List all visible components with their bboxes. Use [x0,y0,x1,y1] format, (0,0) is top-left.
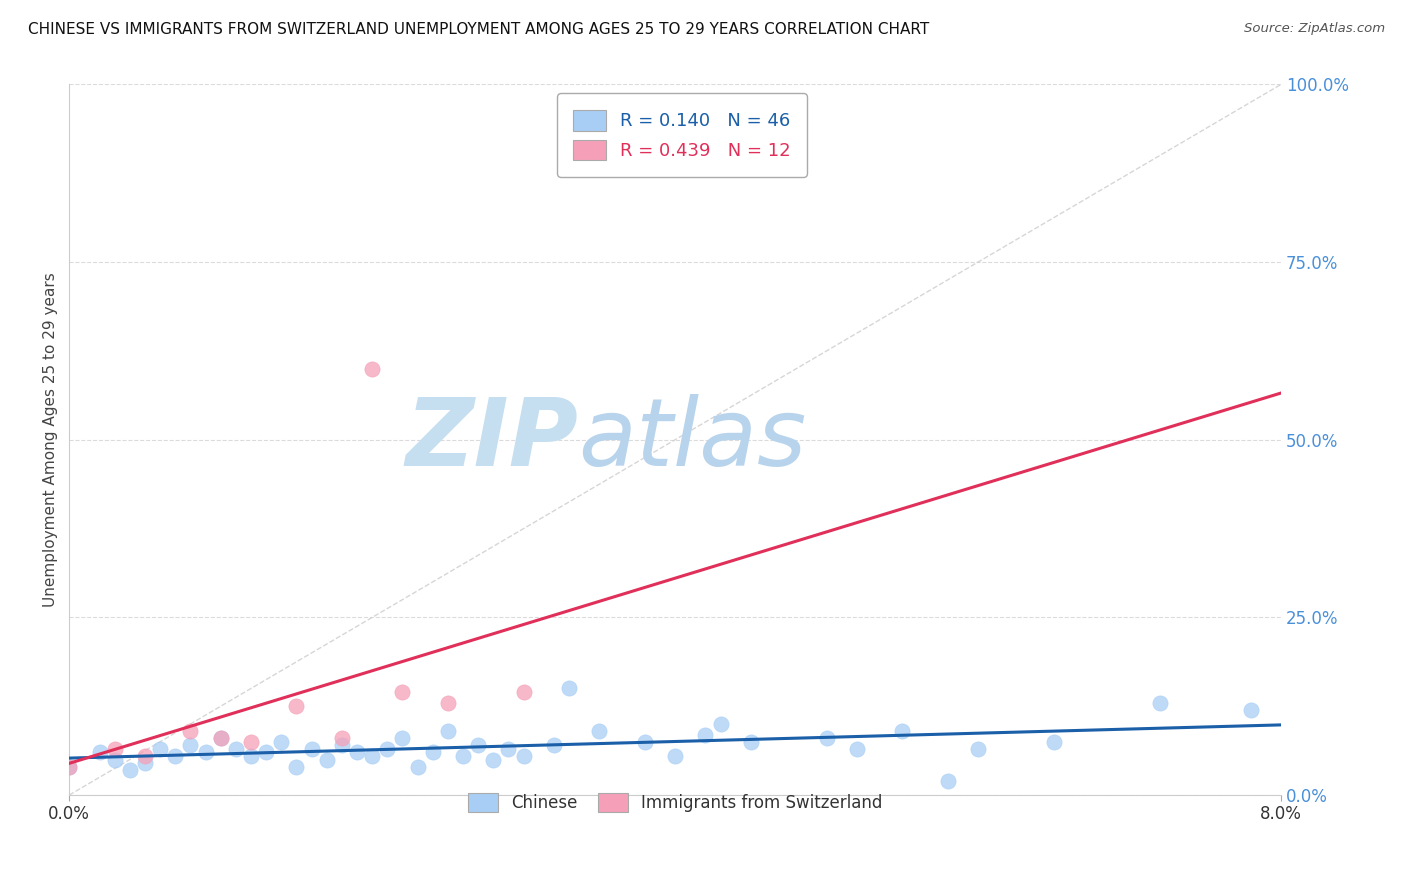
Point [134,756,156,770]
Text: CHINESE VS IMMIGRANTS FROM SWITZERLAND UNEMPLOYMENT AMONG AGES 25 TO 29 YEARS CO: CHINESE VS IMMIGRANTS FROM SWITZERLAND U… [28,22,929,37]
Point [891,724,914,739]
Point [634,735,657,749]
Text: Source: ZipAtlas.com: Source: ZipAtlas.com [1244,22,1385,36]
Legend: Chinese, Immigrants from Switzerland: Chinese, Immigrants from Switzerland [458,783,893,822]
Point [709,717,731,731]
Point [558,681,581,696]
Point [498,742,520,756]
Point [543,739,565,753]
Point [104,742,127,756]
Point [391,685,413,699]
Point [330,731,353,746]
Point [740,735,762,749]
Point [467,739,489,753]
Point [391,731,413,746]
Point [179,739,201,753]
Point [1149,696,1171,710]
Point [118,763,141,777]
Point [451,749,474,764]
Point [422,746,444,760]
Point [285,699,308,714]
Point [437,724,460,739]
Y-axis label: Unemployment Among Ages 25 to 29 years: Unemployment Among Ages 25 to 29 years [44,272,58,607]
Point [512,749,534,764]
Point [254,746,277,760]
Point [361,749,384,764]
Point [815,731,838,746]
Point [967,742,990,756]
Point [845,742,868,756]
Point [936,773,959,788]
Point [330,739,353,753]
Point [512,685,534,699]
Point [149,742,172,756]
Point [240,735,263,749]
Point [664,749,686,764]
Point [315,752,337,766]
Point [209,731,232,746]
Point [1042,735,1064,749]
Point [695,728,717,742]
Point [270,735,292,749]
Point [179,724,201,739]
Point [225,742,247,756]
Point [301,742,323,756]
Point [588,724,610,739]
Point [165,749,187,764]
Point [361,361,384,376]
Point [209,731,232,746]
Point [58,759,80,773]
Point [346,746,368,760]
Point [89,746,111,760]
Point [285,759,308,773]
Point [194,746,217,760]
Point [437,696,460,710]
Point [240,749,263,764]
Point [58,759,80,773]
Text: atlas: atlas [578,394,807,485]
Point [406,759,429,773]
Point [134,749,156,764]
Point [1240,703,1263,717]
Point [104,752,127,766]
Point [482,752,505,766]
Point [375,742,398,756]
Text: ZIP: ZIP [405,393,578,486]
